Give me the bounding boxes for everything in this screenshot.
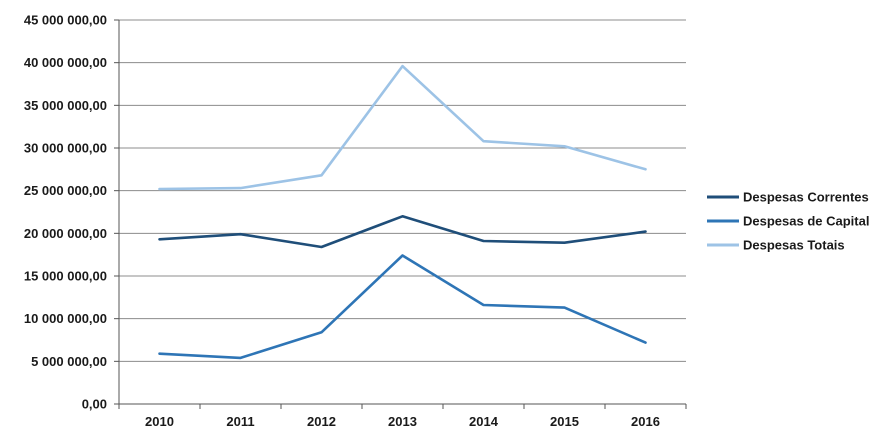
x-tick-label: 2014 [469, 414, 499, 427]
x-tick-label: 2011 [226, 414, 254, 427]
y-tick-label: 15 000 000,00 [24, 269, 107, 284]
legend: Despesas Correntes Despesas de Capital Des… [707, 190, 869, 253]
x-tick-label: 2012 [307, 414, 336, 427]
y-tick-label: 0,00 [82, 397, 107, 412]
x-tick-label: 2010 [145, 414, 174, 427]
series-line-2 [160, 256, 646, 358]
series-lines [159, 66, 645, 358]
legend-item: Despesas de Capital [707, 214, 869, 229]
legend-item: Despesas Totais [707, 238, 845, 253]
y-tick-labels: 0,00 5 000 000,00 10 000 000,00 15 000 000,… [24, 13, 107, 412]
axes [114, 20, 686, 409]
y-tick-label: 30 000 000,00 [24, 141, 107, 156]
legend-label: Despesas Correntes [743, 190, 869, 205]
legend-item: Despesas Correntes [707, 190, 869, 205]
x-tick-labels: 2010 2011 2012 2013 2014 2015 2016 [145, 414, 660, 427]
x-tick-label: 2013 [388, 414, 417, 427]
legend-label: Despesas Totais [743, 238, 845, 253]
y-tick-label: 25 000 000,00 [24, 183, 107, 198]
x-tick-label: 2016 [631, 414, 660, 427]
series-line-3 [160, 66, 646, 189]
series-line-1 [160, 216, 646, 247]
y-tick-label: 40 000 000,00 [24, 55, 107, 70]
x-tick-label: 2015 [550, 414, 579, 427]
y-tick-label: 45 000 000,00 [24, 13, 107, 28]
gridlines [119, 20, 686, 361]
legend-label: Despesas de Capital [743, 214, 869, 229]
y-tick-label: 5 000 000,00 [31, 354, 107, 369]
y-tick-label: 10 000 000,00 [24, 311, 107, 326]
y-tick-label: 20 000 000,00 [24, 226, 107, 241]
y-tick-label: 35 000 000,00 [24, 98, 107, 113]
